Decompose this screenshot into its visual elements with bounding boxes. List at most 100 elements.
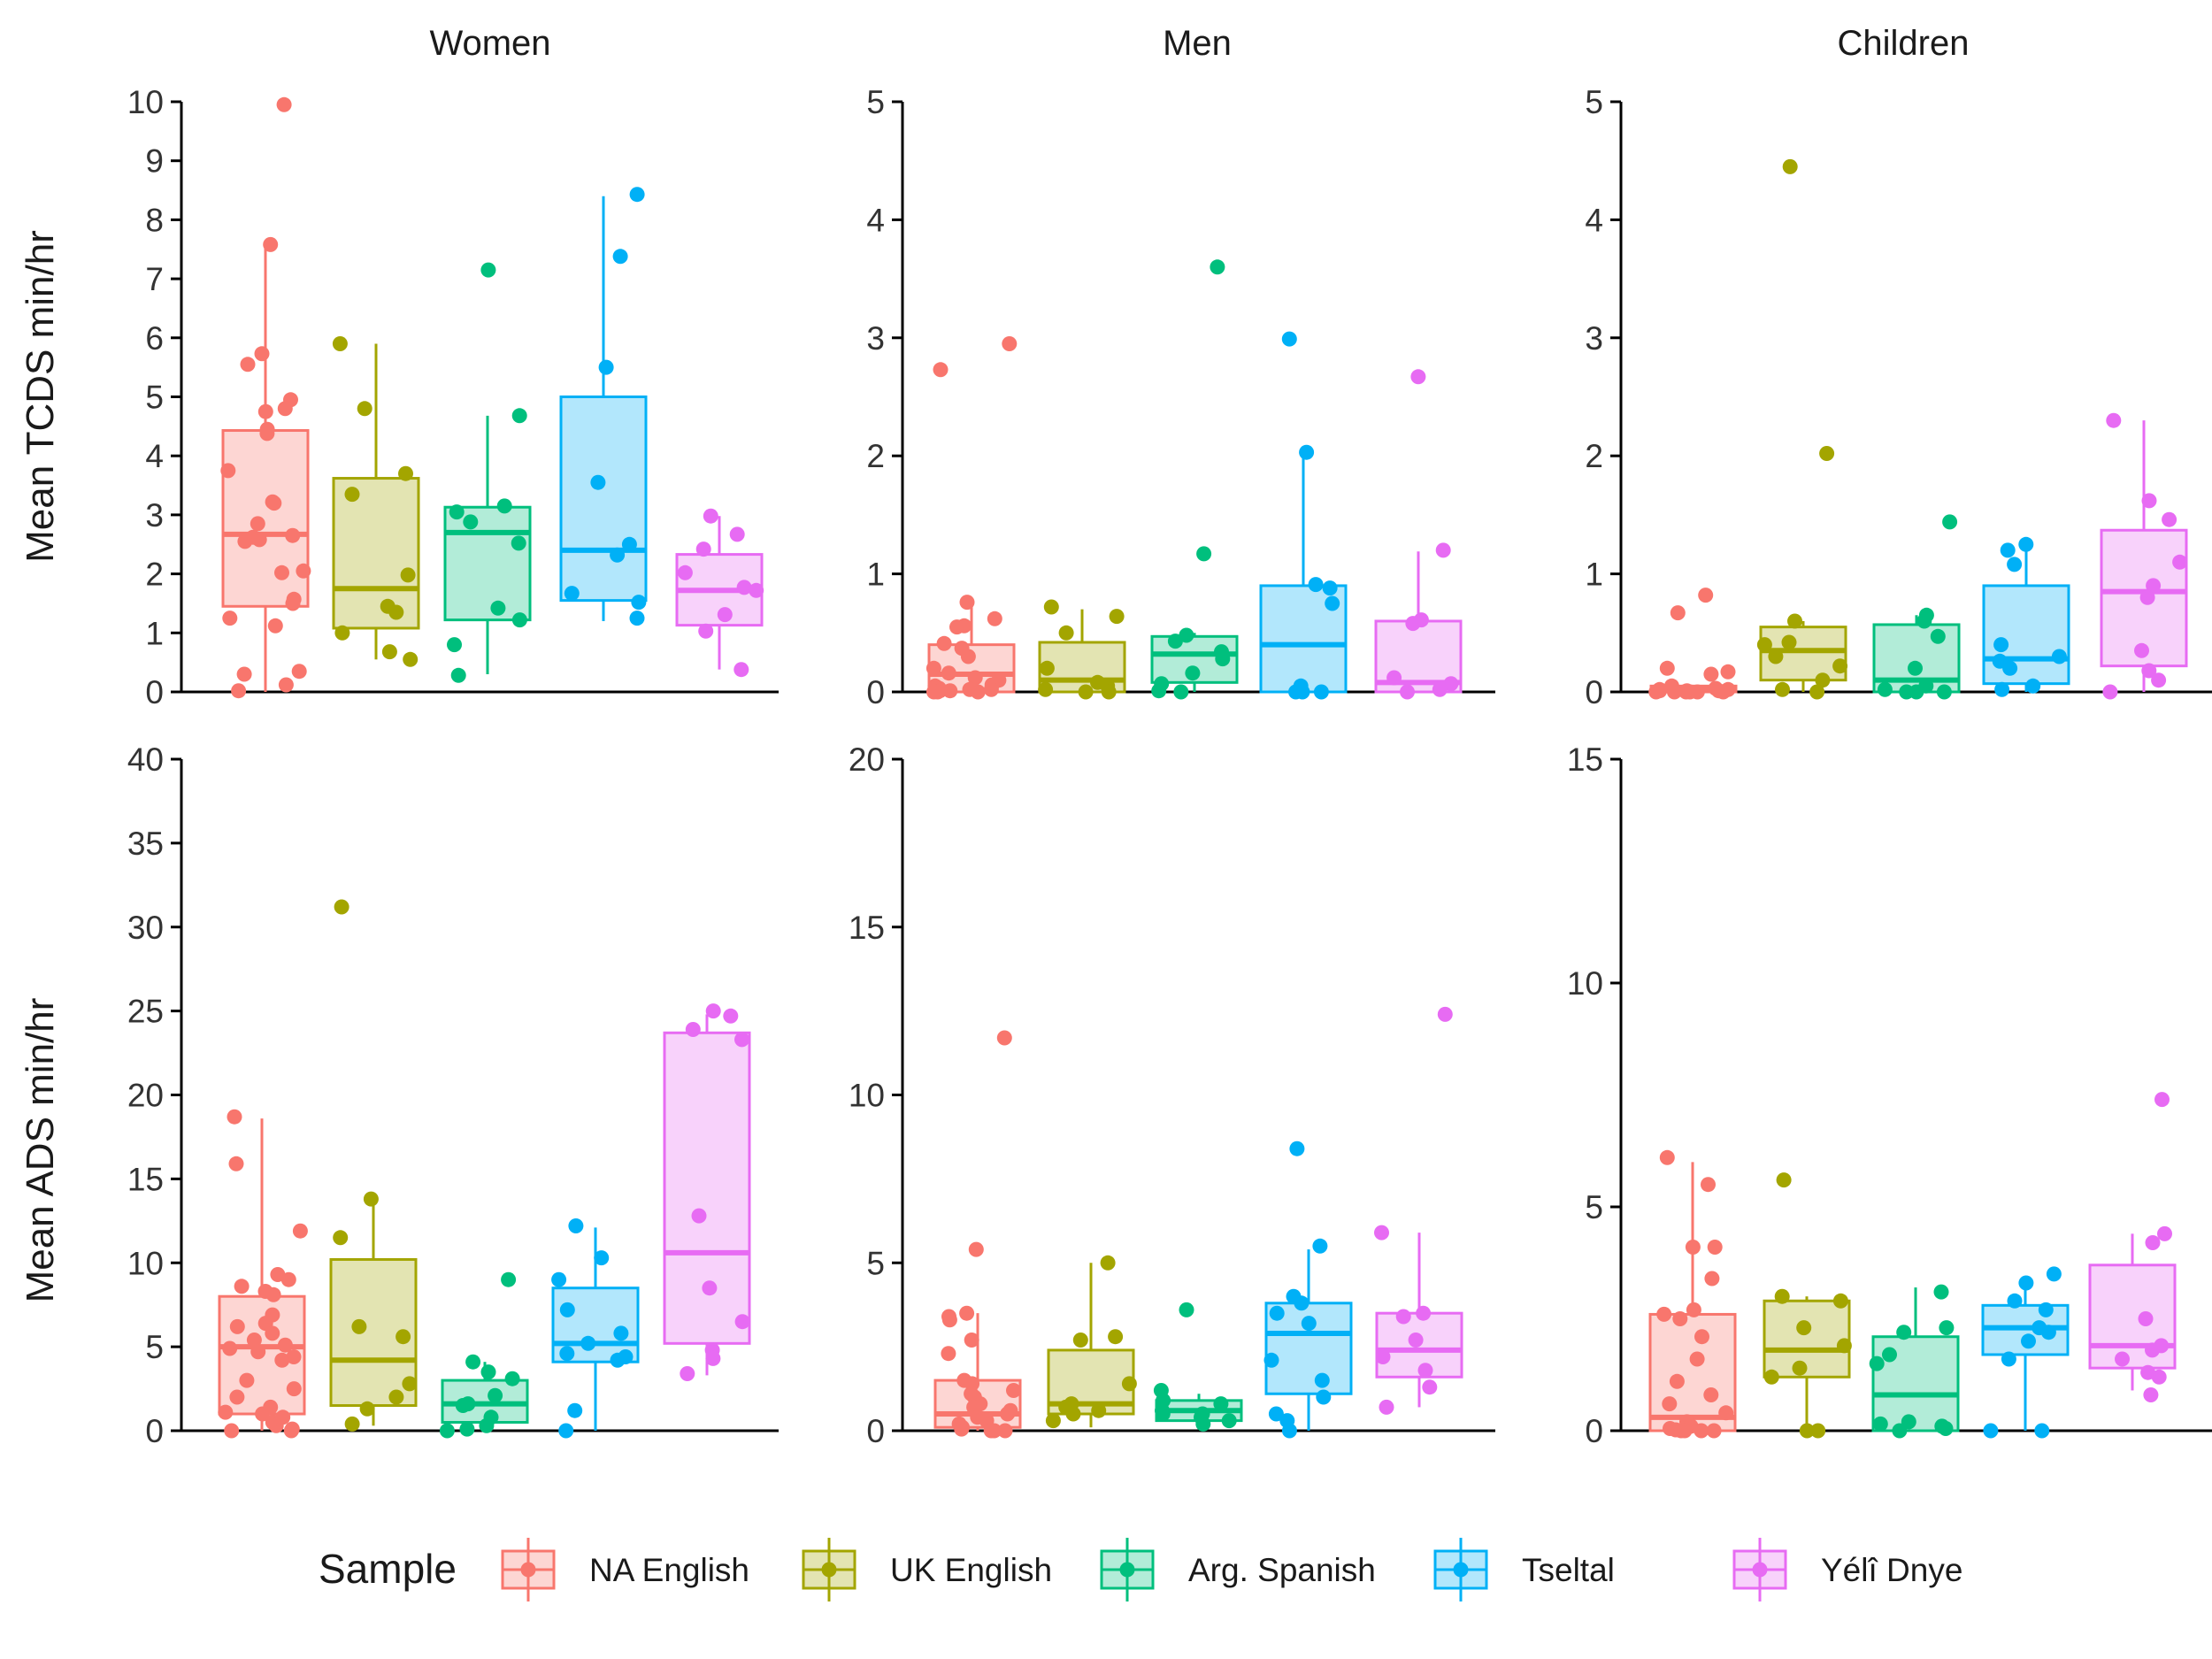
legend-item-tseltal: Tseltal [1433, 1538, 1615, 1601]
box [443, 505, 532, 622]
series-tseltal [551, 1218, 640, 1439]
data-point [490, 600, 506, 616]
y-tick-label: 10 [1567, 965, 1603, 1002]
data-point [1288, 684, 1303, 700]
panel-ads-women: 0 5 10 15 20 25 30 35 40 [127, 741, 779, 1449]
data-point [996, 1030, 1012, 1046]
data-point [736, 580, 752, 595]
data-point [702, 1280, 718, 1296]
data-point [504, 1371, 520, 1386]
series-yeli-dnye [675, 508, 764, 678]
facet-title-children: Children [1838, 24, 1970, 63]
data-point [277, 401, 293, 417]
data-point [237, 534, 253, 549]
series-tseltal [1981, 1266, 2070, 1439]
y-tick-label: 0 [1585, 1413, 1603, 1449]
data-point [1815, 672, 1831, 688]
y-tick-label: 3 [866, 320, 885, 357]
data-point [1916, 613, 1932, 629]
y-tick-label: 2 [145, 557, 164, 593]
data-point [613, 1325, 629, 1341]
data-point [983, 681, 999, 697]
data-point [2157, 1225, 2172, 1241]
y-tick-label: 10 [127, 1245, 164, 1281]
data-point [1045, 1413, 1061, 1429]
data-point [1698, 588, 1714, 603]
data-point [292, 1223, 308, 1239]
series-na-english [218, 1109, 308, 1439]
series-na-english [220, 96, 311, 699]
data-point [250, 516, 265, 532]
data-point [1836, 1338, 1852, 1354]
data-point [1308, 577, 1324, 593]
data-point [2002, 660, 2018, 676]
data-point [723, 1008, 739, 1024]
data-point [1443, 676, 1459, 692]
data-point [255, 1406, 271, 1422]
data-point [1768, 649, 1784, 664]
data-point [1938, 1421, 1954, 1436]
data-point [236, 666, 252, 682]
series-yeli-dnye [1374, 369, 1463, 700]
data-point [285, 595, 301, 611]
data-point [1379, 1399, 1394, 1415]
y-tick-label: 20 [127, 1078, 164, 1114]
data-point [1386, 670, 1402, 686]
data-point [631, 595, 647, 611]
data-point [480, 262, 496, 278]
data-point [239, 1372, 255, 1388]
data-point [1072, 1333, 1088, 1348]
y-tick-label: 10 [127, 84, 164, 120]
data-point [496, 498, 512, 514]
data-point [1281, 331, 1297, 347]
data-point [1775, 681, 1790, 697]
data-point [511, 612, 527, 628]
data-point [344, 487, 360, 503]
data-point [1933, 1284, 1949, 1300]
data-point [1670, 605, 1686, 621]
legend-label: Arg. Spanish [1188, 1552, 1376, 1588]
data-point [268, 1417, 284, 1433]
data-point [598, 359, 614, 375]
y-tick-label: 7 [145, 261, 164, 297]
data-point [1437, 1006, 1453, 1022]
data-point [251, 532, 267, 548]
data-point [1939, 1320, 1955, 1336]
data-point [559, 1346, 575, 1362]
data-point [1196, 546, 1212, 562]
data-point [1659, 660, 1675, 676]
data-point [629, 187, 645, 203]
series-yeli-dnye [2088, 1092, 2177, 1402]
data-point [396, 1329, 411, 1345]
y-tick-label: 0 [1585, 674, 1603, 710]
series-tseltal [559, 187, 648, 626]
data-point [1832, 658, 1848, 674]
data-point [246, 1333, 262, 1348]
data-point [1892, 1423, 1908, 1439]
series-na-english [1648, 1149, 1737, 1439]
data-point [2141, 493, 2157, 509]
data-point [1000, 1406, 1016, 1422]
data-point [2038, 1302, 2054, 1317]
data-point [967, 670, 983, 686]
data-point [1669, 1373, 1685, 1389]
data-point [2151, 1369, 2167, 1385]
data-point [1720, 664, 1736, 680]
data-point [1121, 1376, 1137, 1392]
data-point [1704, 1271, 1720, 1286]
data-point [222, 611, 238, 626]
legend: Sample NA English UK English Arg. Spanish T… [319, 1538, 1962, 1601]
data-point [729, 526, 745, 542]
data-point [1417, 1363, 1433, 1379]
data-point [1908, 660, 1923, 676]
data-point [2145, 1342, 2160, 1358]
data-point [1799, 1423, 1815, 1439]
y-tick-label: 8 [145, 202, 164, 238]
y-tick-label: 25 [127, 994, 164, 1030]
y-tick-label: 0 [145, 674, 164, 710]
data-point [278, 677, 294, 693]
box [1759, 626, 1847, 682]
series-na-english [926, 336, 1018, 700]
legend-keys: NA English UK English Arg. Spanish Tseltal Y… [501, 1538, 1962, 1601]
